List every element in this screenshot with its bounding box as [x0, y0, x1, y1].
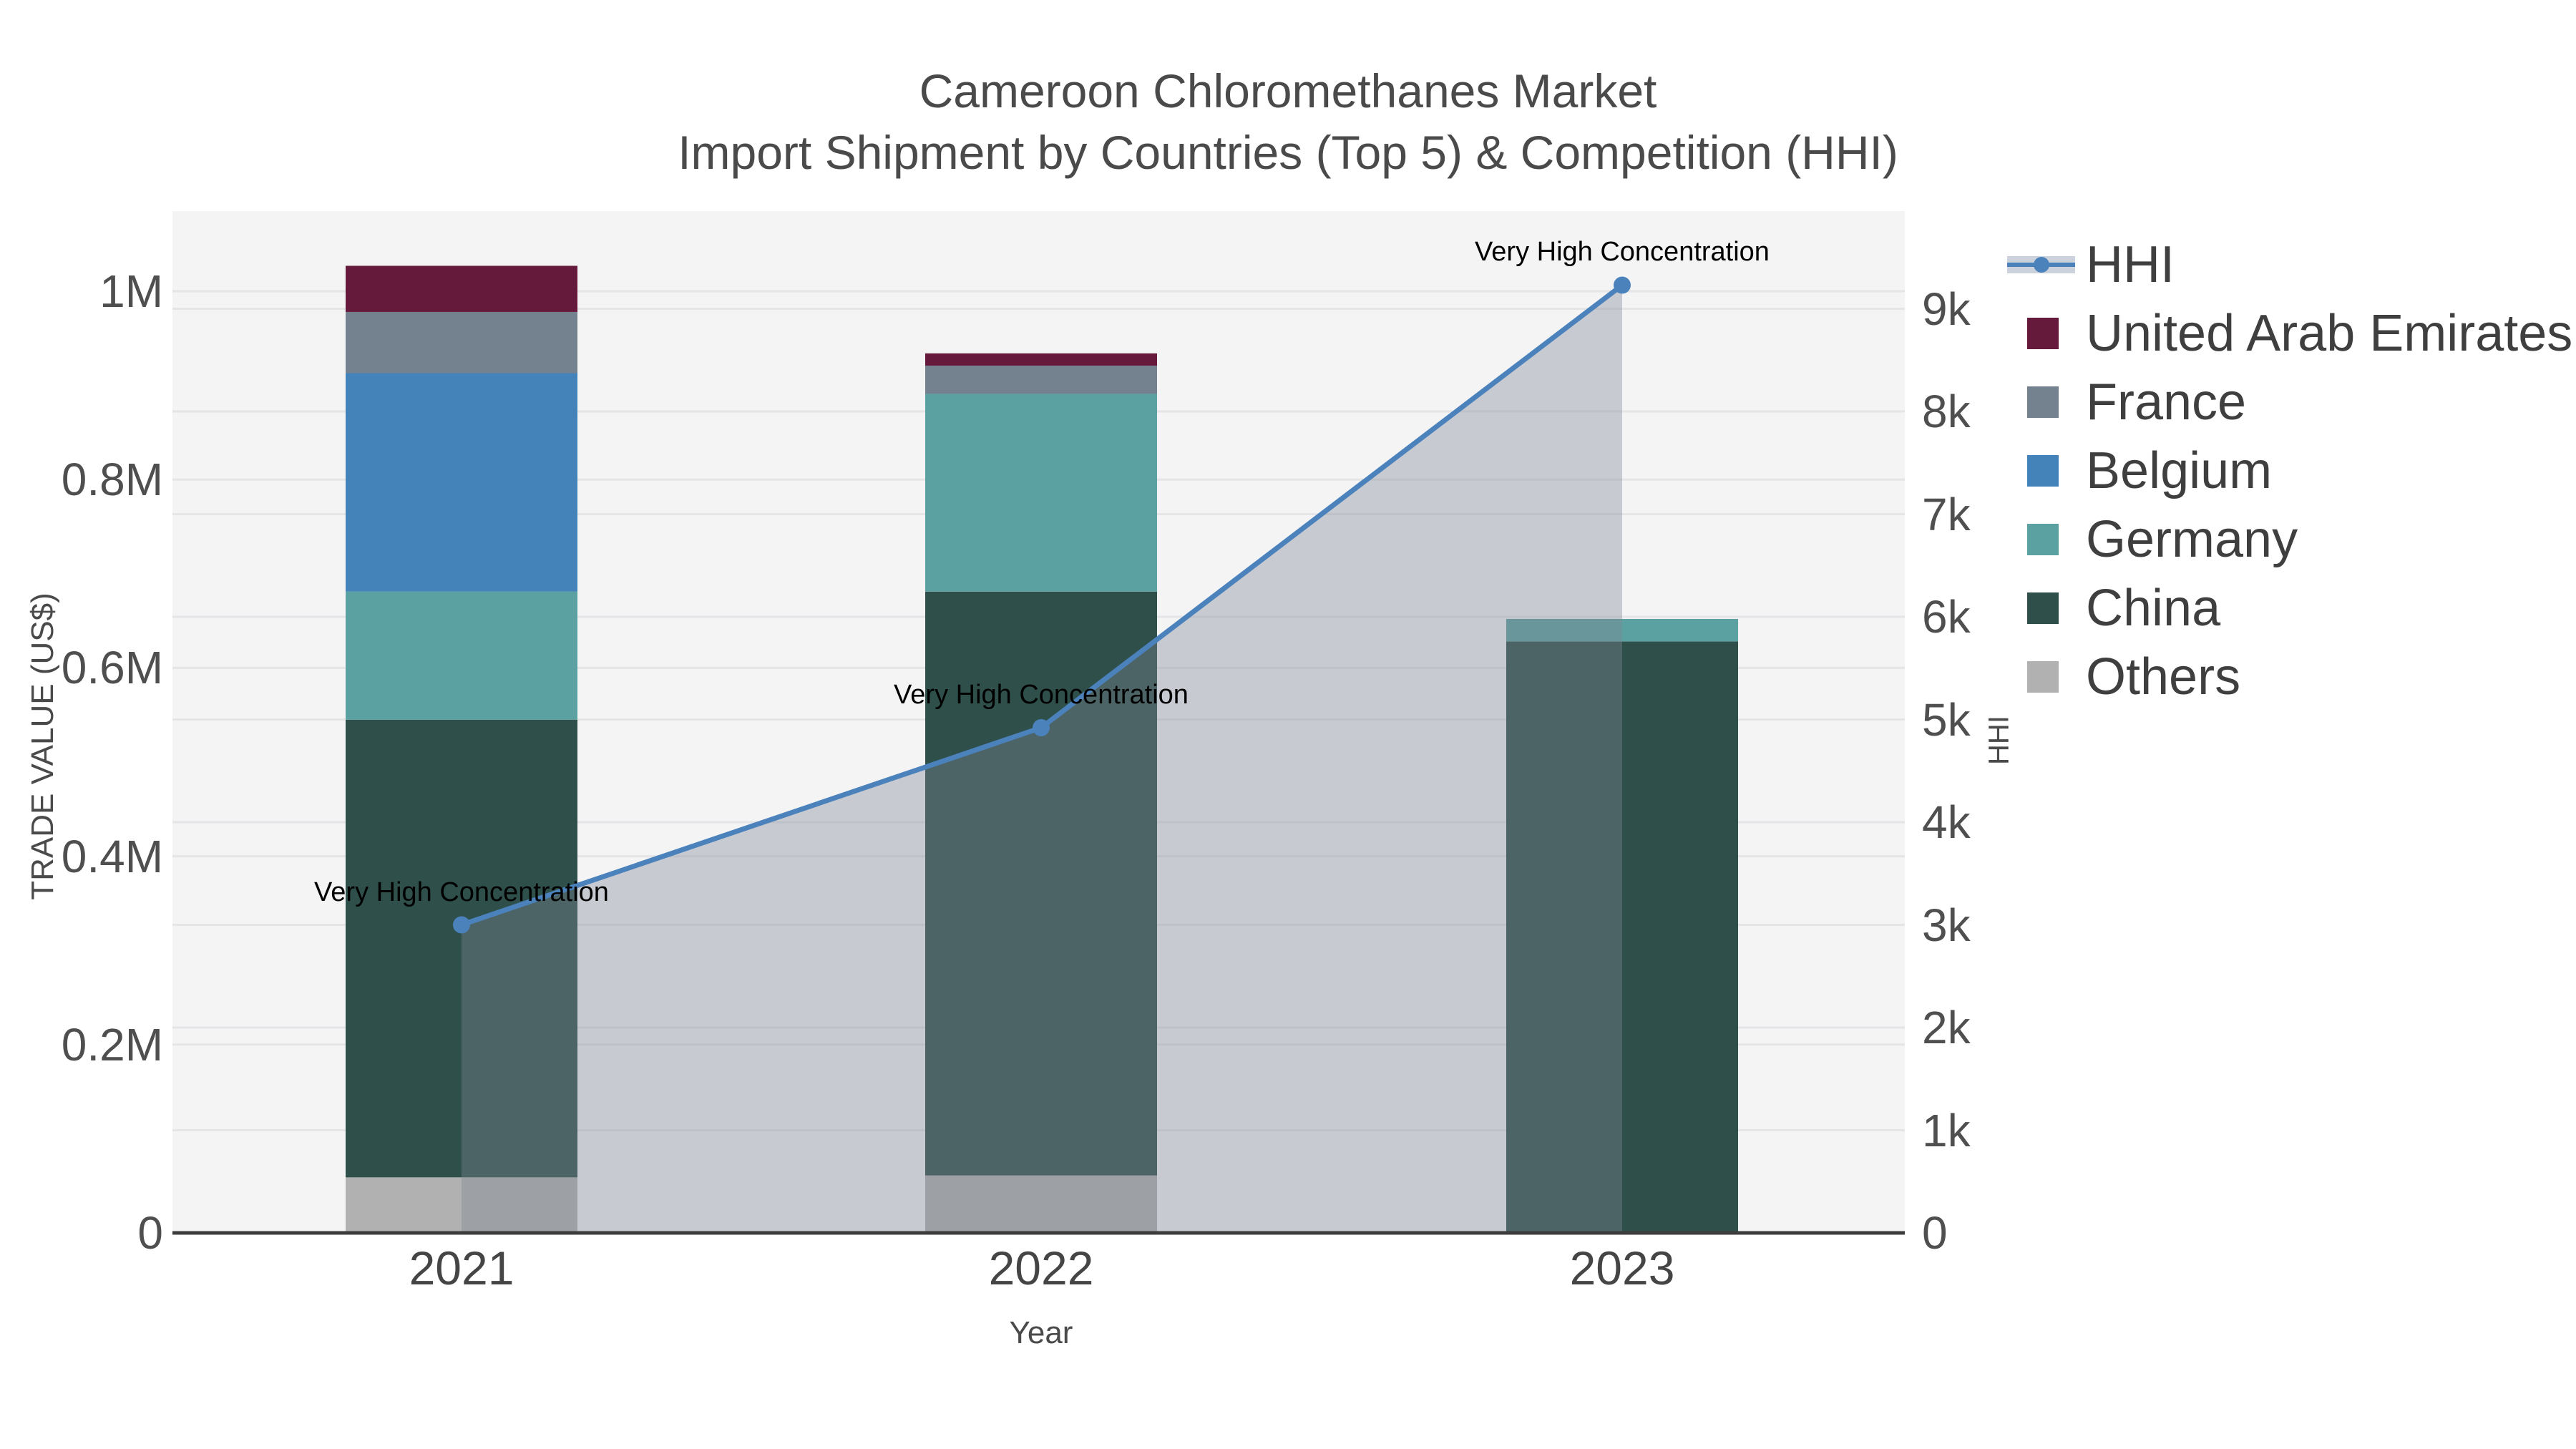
annotation-2022: Very High Concentration	[894, 679, 1189, 710]
legend-icon-box	[2007, 318, 2086, 349]
chart-title-line2: Import Shipment by Countries (Top 5) & C…	[678, 126, 1898, 179]
legend-label: HHI	[2086, 236, 2175, 293]
left-tick-0.8M: 0.8M	[61, 454, 163, 506]
legend-label: Belgium	[2086, 442, 2273, 499]
x-axis-title: Year	[1009, 1315, 1073, 1350]
legend-icon-box	[2007, 524, 2086, 555]
annotation-2023: Very High Concentration	[1475, 237, 1770, 268]
legend-swatch-belgium	[2027, 455, 2059, 487]
left-tick-0.4M: 0.4M	[61, 830, 163, 882]
bar-segment-germany-2022	[925, 394, 1157, 592]
bar-segment-germany-2021	[346, 591, 577, 720]
legend-swatch-others	[2027, 661, 2059, 693]
x-tick-2022: 2022	[988, 1241, 1094, 1294]
left-tick-1M: 1M	[99, 265, 163, 317]
bar-segment-france-2022	[925, 365, 1157, 394]
legend-label: France	[2086, 374, 2247, 431]
legend-label: Others	[2086, 648, 2241, 706]
bar-segment-others-2021	[346, 1177, 577, 1233]
bar-segment-china-2021	[346, 719, 577, 1178]
legend-item-belgium[interactable]: Belgium	[2007, 436, 2572, 505]
legend-icon-box	[2007, 455, 2086, 487]
x-tick-2023: 2023	[1569, 1241, 1675, 1294]
right-tick-8k: 8k	[1922, 386, 1971, 437]
bar-segment-china-2022	[925, 591, 1157, 1176]
right-tick-9k: 9k	[1922, 283, 1971, 335]
legend-icon-box	[2007, 386, 2086, 418]
legend-swatch-germany	[2027, 524, 2059, 555]
right-tick-3k: 3k	[1922, 899, 1971, 951]
annotation-2021: Very High Concentration	[314, 877, 609, 907]
hhi-line-marker-dot	[2034, 257, 2049, 273]
left-tick-0: 0	[137, 1207, 163, 1259]
x-tick-2021: 2021	[409, 1241, 514, 1294]
hhi-area-fill	[462, 285, 1622, 1233]
chart-title: Cameroon Chloromethanes Market Import Sh…	[429, 60, 2147, 183]
hhi-line-icon	[2007, 256, 2075, 273]
right-tick-1k: 1k	[1922, 1104, 1971, 1156]
legend-label: United Arab Emirates	[2086, 305, 2573, 362]
chart-title-line1: Cameroon Chloromethanes Market	[919, 64, 1657, 117]
legend-icon-box	[2007, 661, 2086, 693]
legend-icon-box	[2007, 256, 2086, 273]
legend-item-united-arab-emirates[interactable]: United Arab Emirates	[2007, 299, 2572, 368]
right-tick-5k: 5k	[1922, 693, 1971, 746]
hhi-marker-2022	[1033, 718, 1050, 736]
right-tick-0: 0	[1922, 1207, 1948, 1259]
legend-item-france[interactable]: France	[2007, 368, 2572, 436]
bar-segment-belgium-2021	[346, 373, 577, 592]
left-axis-title: TRADE VALUE (US$)	[25, 592, 60, 900]
right-tick-4k: 4k	[1922, 796, 1971, 848]
hhi-marker-2021	[453, 916, 470, 934]
bar-segment-others-2022	[925, 1175, 1157, 1233]
legend-item-china[interactable]: China	[2007, 574, 2572, 643]
bar-segment-united-arab-emirates-2021	[346, 265, 577, 312]
bar-segment-united-arab-emirates-2022	[925, 353, 1157, 366]
legend-item-germany[interactable]: Germany	[2007, 505, 2572, 574]
bar-segment-germany-2023	[1506, 618, 1738, 642]
bar-segment-france-2021	[346, 311, 577, 374]
legend: HHI United Arab Emirates France Belgium Germ…	[2007, 230, 2572, 711]
legend-swatch-france	[2027, 386, 2059, 418]
legend-swatch-united-arab-emirates	[2027, 318, 2059, 349]
legend-item-hhi[interactable]: HHI	[2007, 230, 2572, 299]
legend-icon-box	[2007, 592, 2086, 624]
right-tick-6k: 6k	[1922, 591, 1971, 643]
legend-label: China	[2086, 580, 2221, 637]
bar-segment-china-2023	[1506, 641, 1738, 1233]
right-tick-7k: 7k	[1922, 488, 1971, 540]
legend-swatch-china	[2027, 592, 2059, 624]
legend-label: Germany	[2086, 511, 2298, 568]
right-tick-2k: 2k	[1922, 1002, 1971, 1053]
left-tick-0.2M: 0.2M	[61, 1018, 163, 1070]
legend-item-others[interactable]: Others	[2007, 643, 2572, 711]
hhi-marker-2023	[1614, 276, 1631, 294]
left-tick-0.6M: 0.6M	[61, 642, 163, 694]
